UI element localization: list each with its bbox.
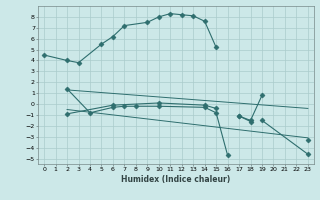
X-axis label: Humidex (Indice chaleur): Humidex (Indice chaleur)	[121, 175, 231, 184]
